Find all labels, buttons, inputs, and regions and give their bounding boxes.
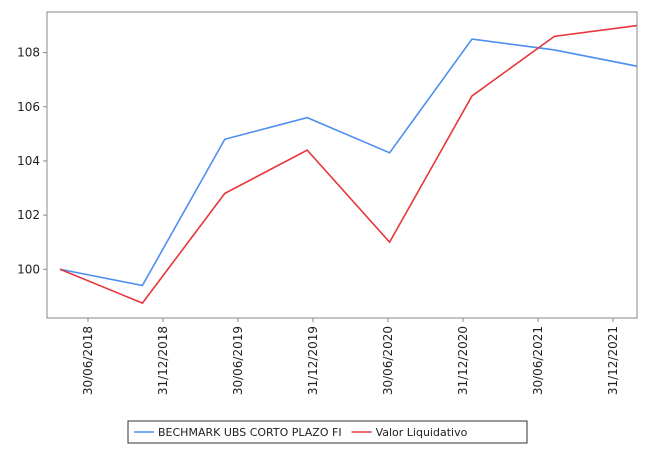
legend-label: Valor Liquidativo <box>376 426 468 439</box>
plot-area <box>46 11 638 319</box>
x-tick-label: 30/06/2019 <box>231 326 245 395</box>
y-tick-label: 106 <box>17 100 40 114</box>
x-tick-label: 31/12/2021 <box>606 326 620 395</box>
y-tick-label: 100 <box>17 262 40 276</box>
x-tick-label: 30/06/2020 <box>381 326 395 395</box>
x-tick-label: 30/06/2021 <box>531 326 545 395</box>
series-line <box>59 24 637 305</box>
y-tick-label: 104 <box>17 154 40 168</box>
y-tick-label: 102 <box>17 208 40 222</box>
y-tick-label: 108 <box>17 46 40 60</box>
legend-label: BECHMARK UBS CORTO PLAZO FI <box>158 426 342 439</box>
legend-box <box>127 420 528 444</box>
x-tick-label: 31/12/2020 <box>456 326 470 395</box>
x-tick-label: 31/12/2019 <box>306 326 320 395</box>
series-line <box>59 38 637 287</box>
x-tick-label: 30/06/2018 <box>81 326 95 395</box>
x-tick-label: 31/12/2018 <box>156 326 170 395</box>
